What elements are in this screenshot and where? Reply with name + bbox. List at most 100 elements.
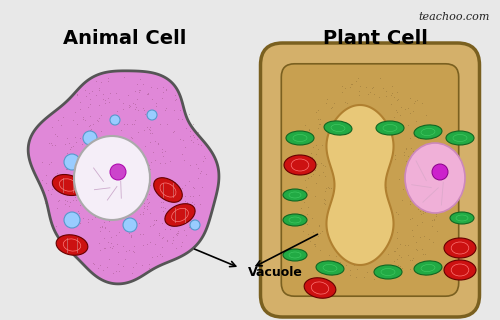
Point: [196, 201, 204, 206]
Point: [401, 243, 409, 248]
Text: Vacuole: Vacuole: [248, 266, 303, 278]
Point: [316, 248, 324, 253]
Point: [413, 185, 421, 190]
Point: [146, 113, 154, 118]
Point: [178, 152, 186, 157]
Point: [144, 204, 152, 209]
Point: [142, 241, 150, 246]
Point: [324, 265, 332, 270]
Point: [309, 230, 317, 235]
Point: [135, 180, 143, 185]
Point: [432, 213, 440, 218]
Point: [146, 182, 154, 188]
Point: [41, 201, 49, 206]
Point: [327, 105, 335, 110]
Point: [63, 166, 71, 171]
Point: [84, 91, 92, 96]
Point: [394, 266, 402, 271]
Point: [94, 102, 102, 108]
Point: [368, 132, 376, 137]
Point: [433, 229, 441, 234]
Point: [131, 89, 139, 94]
Point: [76, 136, 84, 141]
Point: [360, 275, 368, 280]
Point: [188, 193, 196, 198]
Point: [434, 196, 442, 202]
Point: [406, 157, 413, 162]
Point: [342, 246, 349, 251]
Point: [194, 142, 202, 147]
Point: [152, 101, 160, 106]
Point: [366, 89, 374, 94]
Point: [416, 209, 424, 214]
Point: [393, 235, 401, 240]
Point: [166, 158, 174, 163]
Point: [41, 198, 49, 203]
Point: [366, 197, 374, 203]
Point: [314, 108, 322, 113]
Ellipse shape: [374, 265, 402, 279]
Point: [420, 209, 428, 214]
Point: [135, 88, 143, 93]
Ellipse shape: [414, 261, 442, 275]
Point: [78, 182, 86, 187]
Point: [130, 170, 138, 175]
Point: [131, 101, 139, 106]
Point: [169, 237, 177, 243]
Point: [131, 151, 139, 156]
Point: [341, 181, 349, 186]
Point: [332, 211, 340, 216]
Point: [80, 134, 88, 139]
Point: [44, 188, 52, 193]
Point: [304, 188, 312, 193]
Point: [84, 143, 92, 148]
Point: [148, 149, 156, 155]
Point: [119, 243, 127, 248]
Ellipse shape: [286, 131, 314, 145]
Point: [338, 89, 346, 94]
Point: [48, 182, 56, 187]
Point: [182, 233, 190, 238]
Point: [341, 253, 349, 259]
Point: [132, 82, 140, 87]
Point: [430, 191, 438, 196]
Point: [304, 163, 312, 168]
Point: [404, 242, 411, 247]
Point: [429, 177, 437, 182]
Point: [420, 132, 428, 138]
Point: [312, 151, 320, 156]
Point: [90, 197, 98, 202]
Point: [410, 108, 418, 114]
Text: Plant Cell: Plant Cell: [322, 28, 428, 47]
Point: [130, 101, 138, 106]
Point: [99, 96, 107, 101]
Point: [64, 214, 72, 219]
Point: [104, 95, 112, 100]
Point: [83, 146, 91, 151]
Point: [332, 123, 340, 128]
Point: [370, 192, 378, 197]
Point: [352, 78, 360, 84]
Point: [151, 157, 159, 162]
Point: [78, 141, 86, 146]
Point: [364, 91, 372, 96]
Point: [136, 89, 143, 94]
Point: [356, 240, 364, 245]
Point: [86, 113, 94, 118]
Point: [436, 147, 444, 152]
Point: [442, 190, 450, 196]
Point: [375, 95, 383, 100]
Point: [92, 137, 100, 142]
Point: [120, 143, 128, 148]
Point: [298, 191, 306, 196]
Point: [145, 200, 153, 205]
Point: [146, 124, 154, 129]
Point: [402, 145, 410, 150]
Point: [62, 167, 70, 172]
Point: [82, 171, 90, 176]
Point: [134, 161, 141, 166]
Point: [400, 149, 408, 154]
Point: [346, 163, 354, 168]
Point: [344, 251, 352, 256]
Point: [86, 128, 94, 133]
